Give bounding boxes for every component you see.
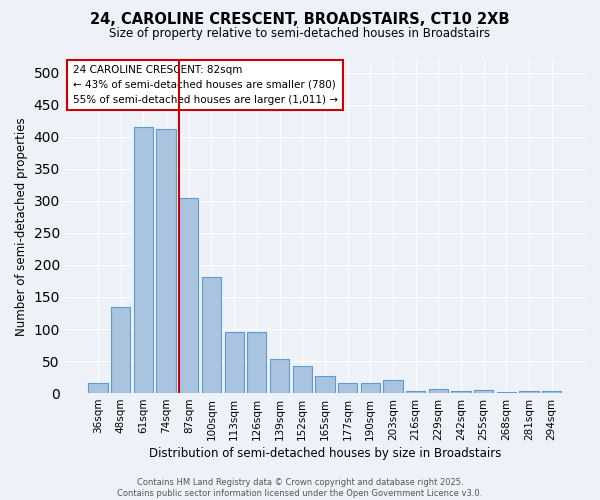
Bar <box>247 332 266 393</box>
Bar <box>474 390 493 393</box>
Bar <box>88 384 108 393</box>
Bar <box>383 380 403 393</box>
Bar <box>179 198 199 393</box>
Bar <box>542 390 562 393</box>
X-axis label: Distribution of semi-detached houses by size in Broadstairs: Distribution of semi-detached houses by … <box>149 447 501 460</box>
Bar <box>315 376 335 393</box>
Bar <box>520 391 539 393</box>
Bar <box>361 383 380 393</box>
Bar <box>338 383 357 393</box>
Bar <box>270 359 289 393</box>
Bar <box>497 392 516 393</box>
Text: 24 CAROLINE CRESCENT: 82sqm
← 43% of semi-detached houses are smaller (780)
55% : 24 CAROLINE CRESCENT: 82sqm ← 43% of sem… <box>73 65 338 104</box>
Text: Contains HM Land Registry data © Crown copyright and database right 2025.
Contai: Contains HM Land Registry data © Crown c… <box>118 478 482 498</box>
Bar <box>224 332 244 393</box>
Bar <box>293 366 312 393</box>
Bar <box>451 391 470 393</box>
Bar <box>428 389 448 393</box>
Bar <box>134 128 153 393</box>
Bar <box>111 306 130 393</box>
Bar <box>157 128 176 393</box>
Bar <box>406 391 425 393</box>
Text: 24, CAROLINE CRESCENT, BROADSTAIRS, CT10 2XB: 24, CAROLINE CRESCENT, BROADSTAIRS, CT10… <box>90 12 510 28</box>
Y-axis label: Number of semi-detached properties: Number of semi-detached properties <box>15 117 28 336</box>
Bar <box>202 277 221 393</box>
Text: Size of property relative to semi-detached houses in Broadstairs: Size of property relative to semi-detach… <box>109 28 491 40</box>
